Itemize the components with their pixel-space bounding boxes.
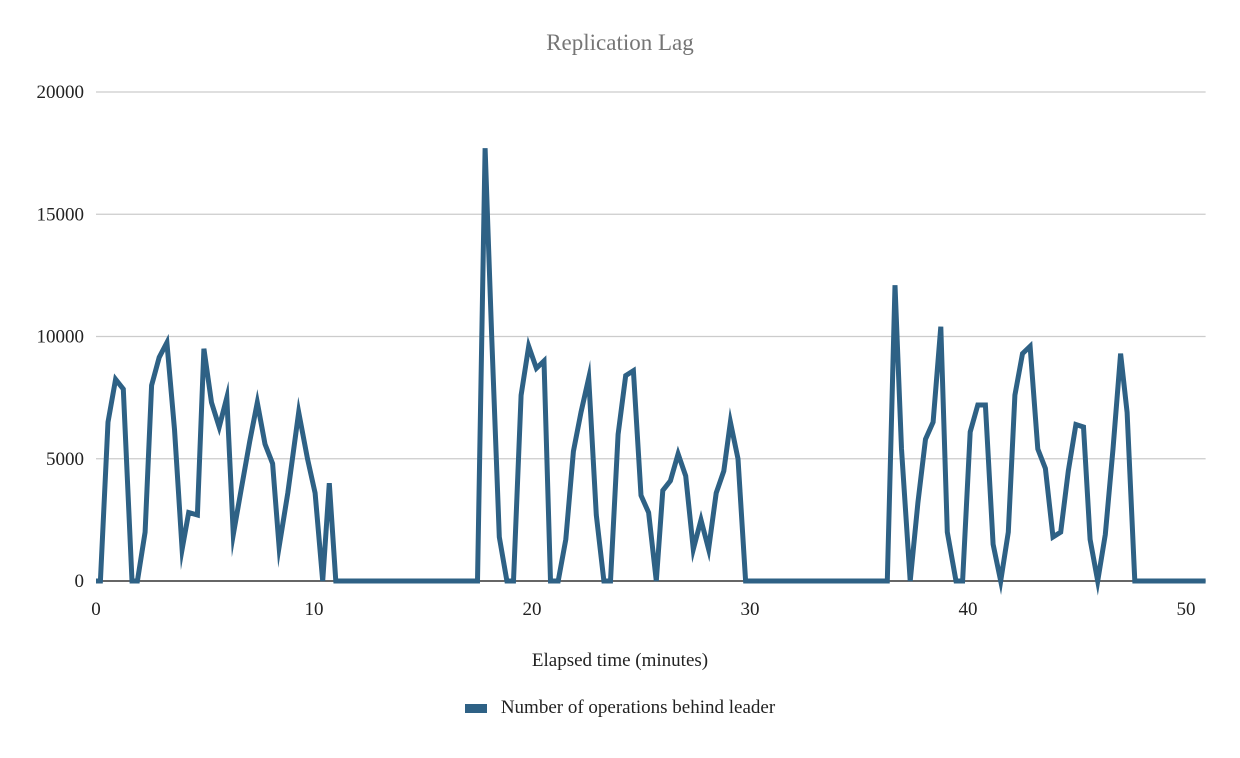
y-tick-label: 15000 [37,204,85,225]
series-line-operations-behind-leader [96,148,1206,596]
y-tick-label: 10000 [37,327,85,348]
x-tick-label: 20 [523,599,542,620]
x-axis-ticks: 0 10 20 30 40 50 [91,599,1195,620]
x-tick-label: 30 [741,599,760,620]
x-tick-label: 0 [91,599,101,620]
y-tick-label: 5000 [46,449,84,470]
y-tick-label: 20000 [37,82,85,103]
legend-swatch-icon [464,703,487,713]
chart-title: Replication Lag [546,30,694,55]
legend: Number of operations behind leader [0,697,1240,719]
plot-area: 0 5000 10000 15000 20000 0 10 20 30 40 50 [37,82,1206,620]
x-tick-label: 10 [305,599,324,620]
y-tick-label: 0 [75,571,85,592]
x-tick-label: 50 [1177,599,1196,620]
gridlines [96,91,1206,460]
y-axis-ticks: 0 5000 10000 15000 20000 [37,82,85,592]
x-axis-label: Elapsed time (minutes) [531,650,709,671]
legend-label: Number of operations behind leader [500,697,776,718]
x-tick-label: 40 [959,599,978,620]
